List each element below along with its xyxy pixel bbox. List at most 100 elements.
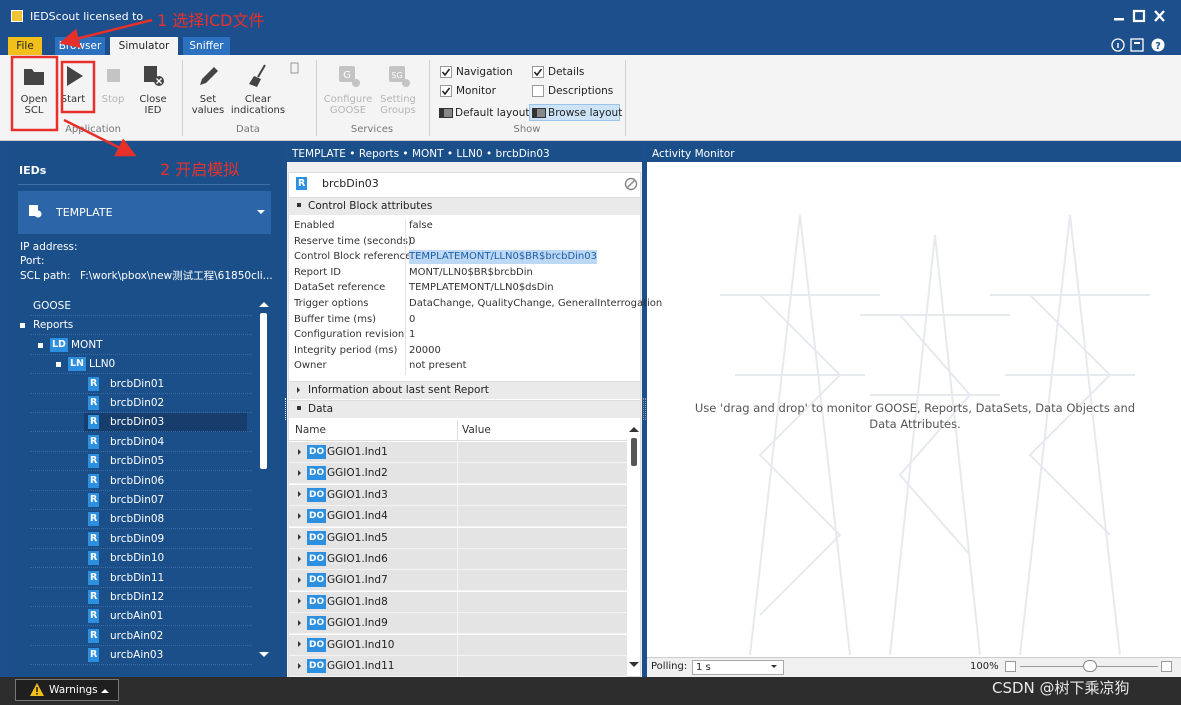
column-divider xyxy=(457,442,458,463)
section-title[interactable]: Information about last sent Report xyxy=(308,384,489,396)
section-toggle[interactable] xyxy=(297,406,301,410)
table-row[interactable] xyxy=(289,570,627,592)
watermark: CSDN @树下乘凉狗 xyxy=(992,679,1130,697)
tree-item[interactable]: brcbDin05 xyxy=(110,455,165,468)
layout-button[interactable] xyxy=(529,104,620,121)
table-row[interactable] xyxy=(289,527,627,549)
row-expander[interactable] xyxy=(298,598,304,605)
expander[interactable] xyxy=(20,323,25,329)
tab[interactable]: Browser xyxy=(55,37,105,55)
checkbox-label[interactable]: Details xyxy=(548,66,585,78)
row-expander[interactable] xyxy=(298,491,304,498)
status-bar xyxy=(0,677,1181,705)
warnings-label[interactable]: Warnings xyxy=(49,684,98,696)
layout-label[interactable]: Browse layout xyxy=(548,107,623,119)
scroll-up[interactable] xyxy=(259,297,269,307)
zoom-thumb[interactable] xyxy=(1083,660,1097,672)
table-row[interactable] xyxy=(289,613,627,635)
row-expander[interactable] xyxy=(298,534,304,541)
tree-item[interactable]: brcbDin08 xyxy=(110,513,165,526)
breadcrumb: TEMPLATE • Reports • MONT • LLN0 • brcbD… xyxy=(292,148,550,160)
tree-badge: R xyxy=(88,512,100,527)
row-expander[interactable] xyxy=(298,448,304,455)
tree-badge: LN xyxy=(68,357,87,372)
tree-item[interactable]: brcbDin10 xyxy=(110,552,165,565)
section-toggle[interactable] xyxy=(297,203,301,207)
row-expander[interactable] xyxy=(298,555,304,562)
attribute-label: Trigger options xyxy=(294,298,369,309)
table-row[interactable] xyxy=(289,591,627,613)
tab[interactable]: File xyxy=(8,37,42,55)
scrollbar-thumb[interactable] xyxy=(631,438,637,466)
table-row[interactable] xyxy=(289,463,627,485)
expander[interactable] xyxy=(38,342,43,348)
ribbon-button[interactable]: Close IED xyxy=(139,94,167,116)
row-expander[interactable] xyxy=(298,576,304,583)
scroll-down[interactable] xyxy=(259,652,269,662)
tree-item[interactable]: brcbDin06 xyxy=(110,474,165,487)
button-icon xyxy=(107,69,120,82)
table-row[interactable] xyxy=(289,506,627,528)
row-badge: DO xyxy=(307,573,327,588)
tree-separator xyxy=(30,509,252,510)
tree-item[interactable]: urcbAin01 xyxy=(110,610,164,623)
ribbon-button[interactable]: Set values xyxy=(191,94,225,116)
scroll-down[interactable] xyxy=(629,662,639,672)
section-title[interactable]: Control Block attributes xyxy=(308,200,433,212)
attribute-value: 0 xyxy=(409,235,416,247)
table-row[interactable] xyxy=(289,549,627,570)
select-arrow[interactable] xyxy=(771,665,777,671)
row-badge: DO xyxy=(307,445,327,459)
row-expander[interactable] xyxy=(298,641,304,648)
checkbox-label[interactable]: Navigation xyxy=(456,66,513,78)
tree-item[interactable]: MONT xyxy=(71,338,103,351)
row-expander[interactable] xyxy=(298,619,304,626)
tab[interactable]: Simulator xyxy=(110,37,178,55)
tree-item[interactable]: brcbDin02 xyxy=(110,397,165,409)
table-row[interactable] xyxy=(289,634,627,656)
tree-item[interactable]: brcbDin04 xyxy=(110,435,165,448)
tree-item[interactable]: brcbDin03 xyxy=(110,416,165,429)
tree-item[interactable]: brcbDin09 xyxy=(110,532,165,545)
attribute-value: TEMPLATEMONT/LLN0$dsDin xyxy=(409,282,554,294)
section-toggle[interactable] xyxy=(297,387,303,393)
row-expander[interactable] xyxy=(298,512,304,519)
tree-item[interactable]: brcbDin01 xyxy=(110,377,165,390)
ied-dropdown[interactable] xyxy=(18,191,271,234)
layout-label[interactable]: Default layout xyxy=(455,107,530,119)
checkbox-label[interactable]: Monitor xyxy=(456,85,496,97)
scrollbar-thumb[interactable] xyxy=(260,313,267,469)
group-label: Application xyxy=(65,124,121,135)
table-row[interactable] xyxy=(289,484,627,506)
tree-item[interactable]: urcbAin02 xyxy=(110,629,164,642)
zoom-minus[interactable] xyxy=(1005,661,1016,672)
column-divider xyxy=(457,591,458,613)
polling-select[interactable]: 1 s xyxy=(692,660,784,675)
column-divider xyxy=(457,506,458,528)
button-icon: SG xyxy=(389,66,410,87)
tree-item[interactable]: GOOSE xyxy=(33,300,71,312)
dropdown-arrow[interactable] xyxy=(257,210,265,218)
tree-item[interactable]: brcbDin07 xyxy=(110,494,165,506)
checkbox-label[interactable]: Descriptions xyxy=(548,85,614,97)
table-row[interactable] xyxy=(289,442,627,463)
detail-title: brcbDin03 xyxy=(322,177,379,190)
tree-badge: R xyxy=(88,609,100,624)
scroll-up[interactable] xyxy=(629,422,639,432)
table-row[interactable] xyxy=(289,656,627,677)
tree-item[interactable]: LLN0 xyxy=(89,358,116,371)
ribbon-button[interactable]: Clear indications xyxy=(230,94,286,116)
tree-item[interactable]: Reports xyxy=(33,319,74,332)
tab[interactable]: Sniffer xyxy=(183,37,230,55)
tree-item[interactable]: brcbDin12 xyxy=(110,591,165,603)
tree-item[interactable]: brcbDin11 xyxy=(110,571,165,584)
help-icons[interactable]: ? xyxy=(1110,37,1172,53)
section-title[interactable]: Data xyxy=(308,403,334,415)
tree-item[interactable]: urcbAin03 xyxy=(110,649,164,662)
row-expander[interactable] xyxy=(298,662,304,669)
expander[interactable] xyxy=(56,362,61,368)
ribbon-button: Setting Groups xyxy=(380,94,416,116)
row-expander[interactable] xyxy=(298,469,304,476)
warnings-arrow[interactable] xyxy=(101,685,109,693)
zoom-plus[interactable] xyxy=(1161,661,1172,672)
